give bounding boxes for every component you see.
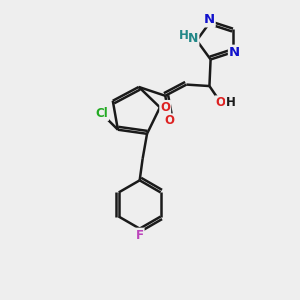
Text: O: O <box>215 96 225 109</box>
Text: O: O <box>165 114 175 127</box>
Text: O: O <box>160 101 170 114</box>
Text: Cl: Cl <box>95 107 108 120</box>
Text: N: N <box>229 46 240 59</box>
Text: N: N <box>188 32 198 45</box>
Text: N: N <box>204 14 215 26</box>
Text: H: H <box>226 96 236 109</box>
Text: H: H <box>178 28 188 42</box>
Text: F: F <box>136 229 144 242</box>
